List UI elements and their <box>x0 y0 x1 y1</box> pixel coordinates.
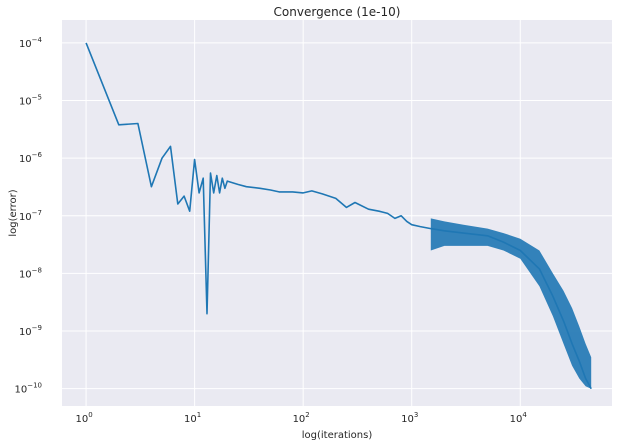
x-tick-label: 103 <box>401 411 418 425</box>
y-tick-label: 10−10 <box>14 382 42 396</box>
plot-area <box>62 20 612 406</box>
y-tick-label: 10−8 <box>19 266 42 280</box>
y-tick-label: 10−5 <box>19 94 42 108</box>
x-tick-label: 104 <box>510 411 528 425</box>
x-tick-labels: 100 101 102 103 104 <box>75 411 527 425</box>
y-tick-label: 10−4 <box>19 36 43 50</box>
grid-lines <box>62 20 612 406</box>
oscillation-band-area <box>430 218 592 389</box>
chart-title: Convergence (1e-10) <box>274 5 401 19</box>
x-axis-label: log(iterations) <box>302 430 373 441</box>
y-tick-label: 10−7 <box>19 209 42 223</box>
y-tick-label: 10−9 <box>19 324 42 338</box>
oscillation-band <box>430 218 592 389</box>
x-tick-label: 100 <box>75 411 92 425</box>
series-layer <box>85 42 592 390</box>
y-axis-label: log(error) <box>8 189 19 236</box>
x-tick-label: 101 <box>184 411 201 425</box>
y-tick-label: 10−6 <box>19 151 43 165</box>
x-tick-label: 102 <box>293 411 310 425</box>
error-series-line <box>85 42 592 390</box>
